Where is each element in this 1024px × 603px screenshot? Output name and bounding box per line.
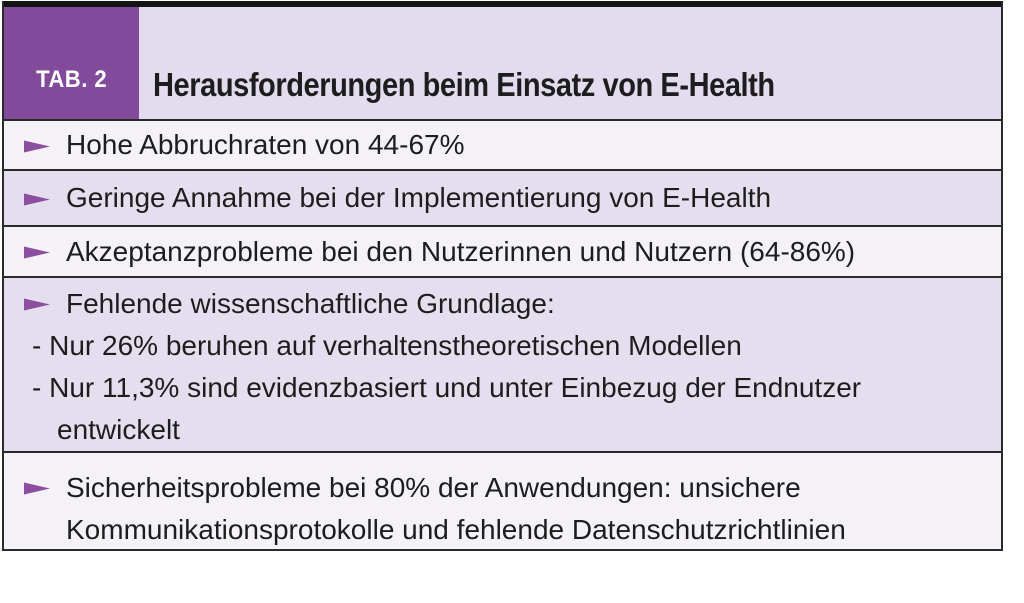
row-text: Hohe Abbruchraten von 44-67% [66, 129, 465, 160]
table-row: Akzeptanzprobleme bei den Nutzerinnen un… [4, 225, 1001, 276]
triangle-right-icon [24, 298, 50, 311]
table-row: Hohe Abbruchraten von 44-67% [4, 119, 1001, 169]
table-number-box: TAB. 2 [4, 7, 139, 119]
row-text: Fehlende wissenschaftliche Grundlage: [66, 288, 555, 319]
row-sub-item: - Nur 11,3% sind evidenzbasiert und unte… [32, 372, 862, 445]
table-row: Fehlende wissenschaftliche Grundlage: - … [4, 276, 1001, 451]
row-text: Geringe Annahme bei der Implementierung … [66, 182, 772, 213]
table-header: TAB. 2 Herausforderungen beim Einsatz vo… [4, 7, 1001, 119]
triangle-right-icon [24, 246, 50, 259]
row-text: Sicherheitsprobleme bei 80% der Anwendun… [66, 472, 846, 545]
table-top-rule [4, 1, 1001, 7]
row-text: Akzeptanzprobleme bei den Nutzerinnen un… [66, 235, 856, 267]
triangle-right-icon [24, 482, 50, 495]
triangle-right-icon [24, 193, 50, 206]
row-content: Fehlende wissenschaftliche Grundlage: - … [32, 283, 983, 451]
table-row: Sicherheitsprobleme bei 80% der Anwendun… [4, 451, 1001, 549]
table-number-label: TAB. 2 [35, 66, 108, 93]
table-title-cell: Herausforderungen beim Einsatz von E-Hea… [139, 7, 1001, 119]
triangle-right-icon [24, 140, 50, 153]
e-health-challenges-table: TAB. 2 Herausforderungen beim Einsatz vo… [2, 1, 1003, 551]
table-row: Geringe Annahme bei der Implementierung … [4, 169, 1001, 225]
table-title: Herausforderungen beim Einsatz von E-Hea… [153, 66, 775, 103]
row-sub-item: - Nur 26% beruhen auf verhaltenstheoreti… [32, 330, 742, 361]
